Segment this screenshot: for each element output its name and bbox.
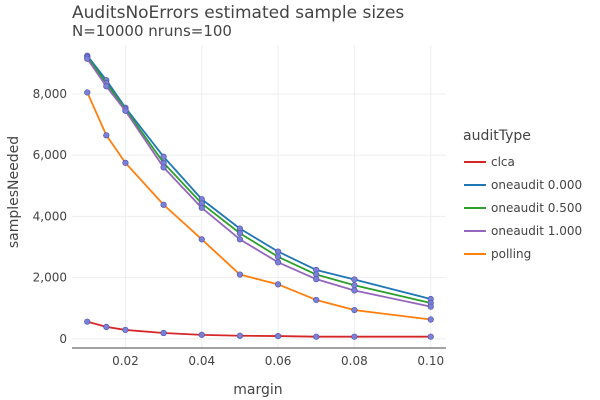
x-tick-label: 0.06: [265, 354, 292, 368]
plot-series: [84, 52, 434, 340]
data-point: [351, 333, 358, 340]
data-point: [236, 236, 244, 243]
legend-label: oneaudit 0.000: [491, 178, 582, 192]
data-point: [351, 287, 358, 294]
data-point: [160, 201, 167, 208]
data-point: [103, 132, 110, 139]
y-tick-label: 6,000: [33, 148, 67, 162]
y-axis-title: samplesNeeded: [6, 136, 22, 248]
data-point: [274, 332, 282, 340]
data-point: [427, 303, 434, 310]
data-point: [198, 331, 205, 338]
grid-lines: [72, 45, 446, 348]
x-tick-label: 0.04: [188, 354, 215, 368]
data-point: [122, 326, 129, 334]
data-point: [236, 230, 244, 237]
legend: clca oneaudit 0.000 oneaudit 0.500 oneaudit…: [464, 155, 582, 261]
data-point: [351, 276, 358, 283]
legend-label: polling: [491, 247, 531, 261]
y-tick-label: 4,000: [33, 209, 67, 223]
legend-item[interactable]: polling: [464, 247, 531, 261]
data-point: [160, 153, 167, 160]
x-tick-label: 0.02: [112, 354, 139, 368]
y-tick-labels: 0 2,000 4,000 6,000 8,000: [33, 87, 67, 346]
data-point: [198, 204, 205, 211]
series-oneaudit-0-500: [84, 54, 434, 307]
data-point: [198, 236, 205, 243]
legend-item[interactable]: oneaudit 0.000: [464, 178, 582, 192]
data-point: [313, 333, 320, 340]
data-point: [160, 164, 167, 171]
data-point: [313, 296, 320, 304]
chart-subtitle: N=10000 nruns=100: [72, 22, 232, 40]
series-line: [86, 56, 431, 304]
x-axis-title: margin: [233, 382, 282, 398]
legend-label: oneaudit 1.000: [491, 224, 582, 238]
data-point: [427, 333, 434, 340]
data-point: [236, 332, 244, 339]
series-oneaudit-0-000: [84, 52, 434, 303]
data-point: [236, 271, 244, 278]
legend-label: oneaudit 0.500: [491, 201, 582, 215]
data-point: [103, 83, 110, 90]
x-tick-labels: 0.02 0.04 0.06 0.08 0.10: [112, 354, 444, 368]
data-point: [160, 329, 167, 337]
x-tick-label: 0.10: [417, 354, 444, 368]
series-clca: [84, 318, 434, 340]
data-point: [84, 318, 91, 325]
data-point: [274, 253, 282, 260]
data-point: [274, 248, 282, 255]
series-line: [86, 55, 431, 300]
legend-item[interactable]: oneaudit 0.500: [464, 201, 582, 215]
data-point: [103, 323, 110, 330]
data-point: [122, 107, 129, 114]
legend-item[interactable]: clca: [464, 155, 515, 169]
legend-title: auditType: [463, 128, 531, 144]
legend-item[interactable]: oneaudit 1.000: [464, 224, 582, 238]
y-tick-label: 8,000: [33, 87, 67, 101]
data-point: [351, 282, 358, 289]
data-point: [351, 306, 358, 314]
y-tick-label: 2,000: [33, 271, 67, 285]
data-point: [274, 259, 282, 266]
data-point: [122, 159, 129, 166]
data-point: [427, 316, 434, 323]
series-line: [86, 58, 431, 308]
data-point: [84, 89, 91, 96]
data-point: [313, 276, 320, 283]
series-line: [86, 92, 431, 321]
data-point: [274, 281, 282, 288]
series-polling: [84, 89, 434, 323]
series-line: [87, 320, 431, 338]
x-tick-label: 0.08: [341, 354, 368, 368]
data-point: [84, 55, 91, 62]
series-oneaudit-1-000: [84, 55, 434, 310]
y-tick-label: 0: [59, 332, 67, 346]
chart-title: AuditsNoErrors estimated sample sizes: [72, 3, 404, 23]
legend-label: clca: [491, 155, 515, 169]
